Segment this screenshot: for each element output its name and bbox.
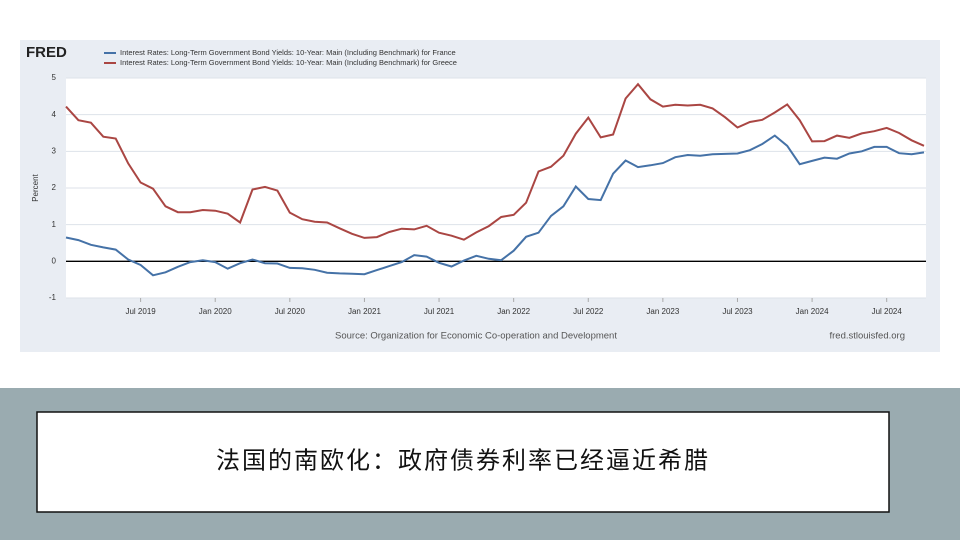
y-axis-label: Percent — [31, 173, 40, 201]
x-tick-label: Jan 2020 — [199, 307, 232, 316]
x-tick-label: Jan 2022 — [497, 307, 530, 316]
caption-box — [36, 411, 890, 513]
series-line — [65, 134, 925, 277]
y-tick-label: 3 — [52, 146, 57, 155]
x-tick-label: Jul 2024 — [872, 307, 903, 316]
caption: 法国的南欧化：政府债券利率已经逼近希腊 — [216, 448, 710, 475]
series-line — [65, 82, 925, 241]
legend-label: Interest Rates: Long-Term Government Bon… — [120, 48, 456, 57]
y-tick-label: 4 — [52, 110, 57, 119]
x-tick-label: Jul 2022 — [573, 307, 604, 316]
y-tick-label: 0 — [52, 256, 57, 265]
x-tick-label: Jan 2021 — [348, 307, 381, 316]
x-tick-label: Jul 2020 — [275, 307, 306, 316]
site: fred.stlouisfed.org — [829, 331, 905, 342]
brand: FRED — [26, 44, 67, 61]
y-tick-label: -1 — [49, 293, 57, 302]
y-tick-label: 5 — [52, 73, 57, 82]
source: Source: Organization for Economic Co-ope… — [335, 331, 617, 342]
x-tick-label: Jan 2023 — [646, 307, 679, 316]
x-tick-label: Jan 2024 — [796, 307, 829, 316]
y-tick-label: 1 — [52, 220, 57, 229]
y-tick-label: 2 — [52, 183, 57, 192]
x-tick-label: Jul 2021 — [424, 307, 455, 316]
x-tick-label: Jul 2023 — [722, 307, 753, 316]
legend-label: Interest Rates: Long-Term Government Bon… — [120, 58, 457, 67]
x-tick-label: Jul 2019 — [125, 307, 156, 316]
